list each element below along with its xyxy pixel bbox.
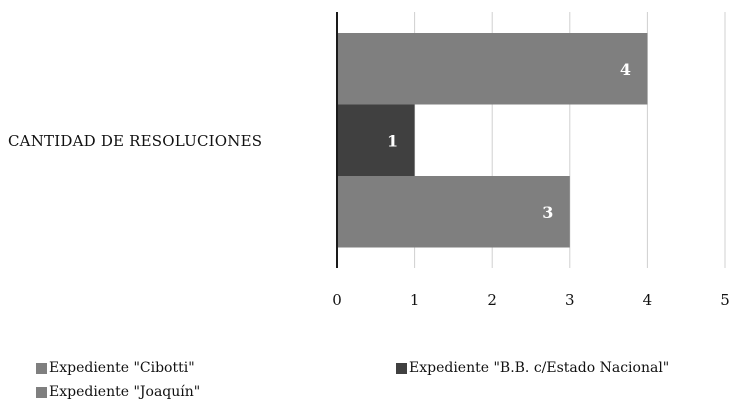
- value-axis: 0 1 2 3 4 5: [332, 12, 730, 309]
- category-axis: CANTIDAD DE RESOLUCIONES: [8, 132, 262, 150]
- bar: [337, 176, 570, 248]
- legend-item-bb-estado-nacional: Expediente "B.B. c/Estado Nacional": [396, 360, 669, 376]
- data-label: 1: [387, 131, 398, 150]
- bar: [337, 104, 415, 176]
- legend-swatch: [36, 386, 47, 398]
- x-tick-label: 2: [487, 291, 497, 309]
- legend-swatch: [36, 362, 47, 374]
- data-label: 3: [542, 203, 553, 222]
- bar: [337, 33, 648, 105]
- legend-label: Expediente "Joaquín": [49, 384, 201, 400]
- x-tick-label: 1: [410, 291, 420, 309]
- legend-label: Expediente "Cibotti": [49, 360, 195, 376]
- legend-swatch: [396, 362, 407, 374]
- x-tick-label: 5: [720, 291, 730, 309]
- bars: 4 1 3: [337, 33, 648, 248]
- data-label: 4: [620, 60, 631, 79]
- legend-item-joaquin: Expediente "Joaquín": [36, 384, 200, 400]
- x-tick-label: 4: [643, 291, 653, 309]
- legend: Expediente "Cibotti" Expediente "B.B. c/…: [36, 360, 733, 413]
- x-tick-label: 0: [332, 291, 342, 309]
- legend-item-cibotti: Expediente "Cibotti": [36, 360, 195, 376]
- x-tick-label: 3: [565, 291, 575, 309]
- category-label: CANTIDAD DE RESOLUCIONES: [8, 132, 262, 150]
- legend-label: Expediente "B.B. c/Estado Nacional": [409, 360, 670, 376]
- bar-chart: 4 1 3 0 1 2 3 4 5 CANTIDAD DE RESOLUCIONES: [8, 12, 730, 309]
